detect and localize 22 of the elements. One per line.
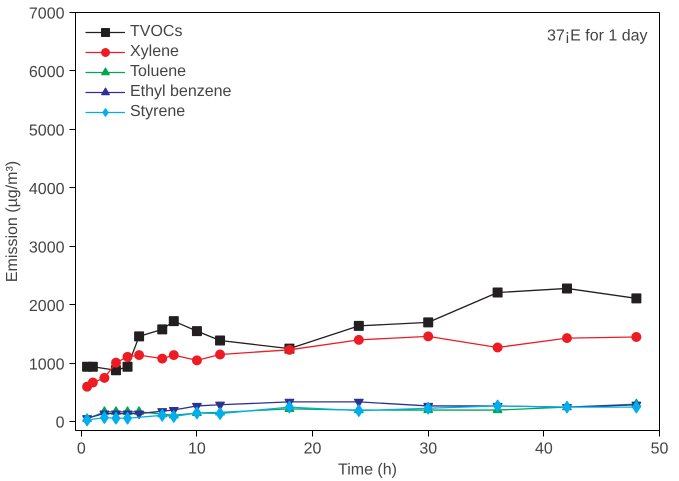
x-tick-label: 50: [650, 440, 668, 458]
annotation: 37¡E for 1 day: [547, 28, 648, 44]
legend-label: Xylene: [130, 43, 179, 61]
legend-label: Styrene: [130, 103, 186, 121]
y-tick-label: 2000: [28, 298, 65, 315]
y-tick-label: 5000: [28, 122, 65, 140]
x-tick-label: 30: [419, 440, 438, 458]
legend-label: Toluene: [130, 63, 186, 81]
y-tick-label: 7000: [28, 6, 65, 22]
legend-label: TVOCs: [130, 23, 182, 41]
y-tick-label: 0: [56, 414, 65, 432]
y-tick-label: 3000: [28, 239, 65, 256]
x-tick-label: 10: [188, 440, 206, 458]
y-tick-label: 4000: [28, 180, 65, 198]
x-axis-title: Time (h): [338, 462, 397, 478]
legend-label: Ethyl benzene: [130, 83, 232, 101]
x-tick-label: 20: [304, 440, 322, 458]
y-axis-title: Emission (µg/m³): [4, 160, 21, 282]
y-tick-label: 1000: [28, 356, 65, 374]
x-tick-label: 40: [534, 440, 553, 458]
x-tick-label: 0: [76, 440, 86, 458]
y-tick-label: 6000: [28, 64, 65, 81]
